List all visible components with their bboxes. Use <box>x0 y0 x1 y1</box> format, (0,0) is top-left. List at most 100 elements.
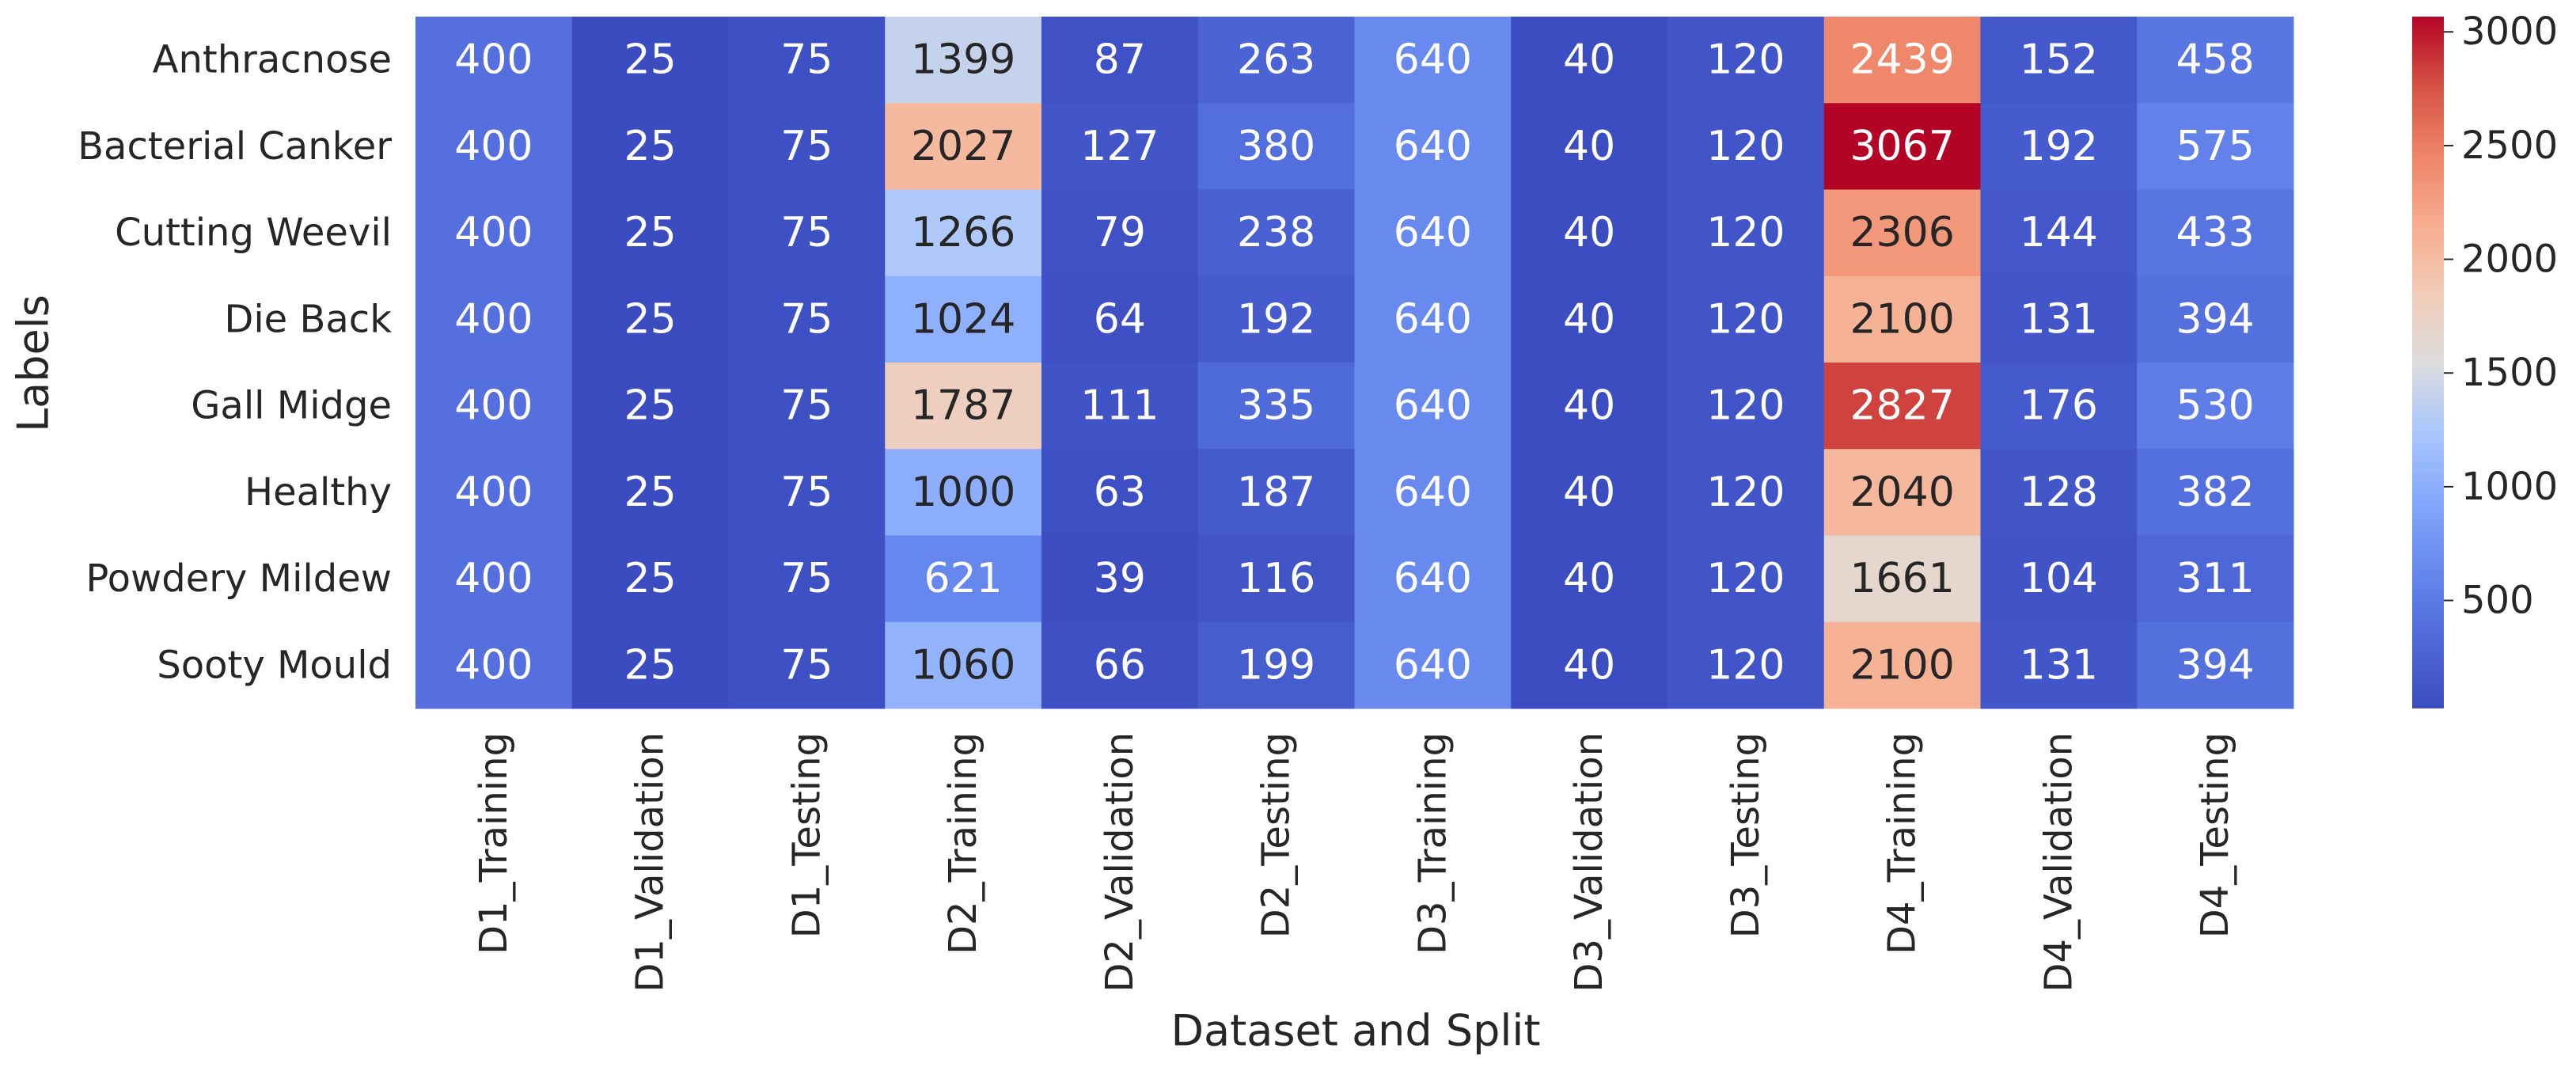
heatmap-cell <box>1667 363 1825 450</box>
cell-value: 400 <box>454 295 533 343</box>
colorbar-tick-label: 2500 <box>2461 123 2558 168</box>
heatmap-cell <box>1197 17 1355 104</box>
cell-value: 640 <box>1394 123 1472 170</box>
heatmap-cell <box>1041 535 1199 623</box>
colorbar-tick-label: 2000 <box>2461 237 2558 282</box>
cell-value: 394 <box>2176 295 2254 343</box>
heatmap-cell <box>728 449 886 536</box>
heatmap-cell <box>1980 535 2138 623</box>
cell-value: 40 <box>1563 555 1615 602</box>
x-axis-title: Dataset and Split <box>1170 1006 1540 1056</box>
cell-value: 63 <box>1094 469 1146 516</box>
cell-value: 382 <box>2176 469 2254 516</box>
heatmap-cell <box>1980 189 2138 277</box>
cell-value: 192 <box>2020 123 2098 170</box>
heatmap-cell <box>1511 275 1668 363</box>
heatmap-cell <box>1823 17 1981 104</box>
cell-value: 400 <box>454 209 533 256</box>
heatmap-cell <box>1511 17 1668 104</box>
cell-value: 127 <box>1080 123 1159 170</box>
cell-value: 116 <box>1237 555 1315 602</box>
heatmap-cell <box>1511 621 1668 709</box>
cell-value: 400 <box>454 469 533 516</box>
heatmap-cell <box>415 535 573 623</box>
heatmap-cell <box>728 535 886 623</box>
heatmap-cell <box>571 621 729 709</box>
heatmap-cell <box>1197 363 1355 450</box>
heatmap-cell <box>1980 621 2138 709</box>
heatmap-cell <box>1197 103 1355 190</box>
cell-value: 120 <box>1706 36 1785 84</box>
cell-value: 120 <box>1706 641 1785 689</box>
colorbar <box>2412 17 2444 708</box>
col-label: D1_Training <box>472 732 516 955</box>
heatmap-cell <box>1823 275 1981 363</box>
row-label: Gall Midge <box>191 384 392 428</box>
cell-value: 40 <box>1563 123 1615 170</box>
cell-value: 530 <box>2176 382 2254 430</box>
heatmap-cell <box>1667 17 1825 104</box>
row-label: Anthracnose <box>153 38 392 82</box>
cell-value: 640 <box>1394 295 1472 343</box>
heatmap-cell <box>1511 363 1668 450</box>
heatmap-cell <box>1980 275 2138 363</box>
heatmap-cell <box>1980 17 2138 104</box>
heatmap-cell <box>415 189 573 277</box>
cell-value: 120 <box>1706 469 1785 516</box>
colorbar-tick-label: 1000 <box>2461 465 2558 509</box>
cell-value: 25 <box>624 641 677 689</box>
cell-value: 75 <box>780 641 833 689</box>
heatmap-cell <box>1511 189 1668 277</box>
cell-value: 1661 <box>1849 555 1954 602</box>
cell-value: 40 <box>1563 36 1615 84</box>
cell-value: 120 <box>1706 209 1785 256</box>
cell-value: 2040 <box>1849 469 1954 516</box>
heatmap-cell <box>885 621 1042 709</box>
heatmap-cell <box>1980 363 2138 450</box>
cell-value: 400 <box>454 36 533 84</box>
heatmap-cell <box>2137 363 2294 450</box>
heatmap-cell <box>415 363 573 450</box>
heatmap-cell <box>2137 621 2294 709</box>
heatmap-cell <box>1354 17 1512 104</box>
cell-value: 120 <box>1706 555 1785 602</box>
heatmap-cell <box>728 363 886 450</box>
cell-value: 2439 <box>1849 36 1954 84</box>
cell-value: 104 <box>2020 555 2098 602</box>
heatmap-cell <box>571 449 729 536</box>
cell-value: 152 <box>2020 36 2098 84</box>
colorbar-tick-label: 3000 <box>2461 9 2558 54</box>
cell-value: 2100 <box>1849 295 1954 343</box>
col-label: D3_Validation <box>1567 732 1611 993</box>
cell-value: 1787 <box>911 382 1015 430</box>
row-label: Powdery Mildew <box>85 556 392 601</box>
cell-value: 199 <box>1237 641 1315 689</box>
heatmap-cell <box>415 275 573 363</box>
cell-value: 3067 <box>1849 123 1954 170</box>
col-label: D1_Testing <box>784 732 829 938</box>
cell-value: 380 <box>1237 123 1315 170</box>
col-label: D2_Testing <box>1254 732 1299 938</box>
cell-value: 640 <box>1394 36 1472 84</box>
colorbar-tick-label: 500 <box>2461 579 2534 623</box>
cell-value: 400 <box>454 123 533 170</box>
cell-value: 1060 <box>911 641 1015 689</box>
heatmap-cell <box>885 17 1042 104</box>
heatmap-cell <box>1197 449 1355 536</box>
heatmap-cell <box>2137 103 2294 190</box>
heatmap-cell <box>1354 363 1512 450</box>
heatmap-cell <box>728 275 886 363</box>
cell-value: 400 <box>454 641 533 689</box>
cell-value: 25 <box>624 382 677 430</box>
cell-value: 40 <box>1563 469 1615 516</box>
heatmap-cell <box>728 189 886 277</box>
cell-value: 1024 <box>911 295 1015 343</box>
heatmap-cell <box>1197 189 1355 277</box>
cell-value: 311 <box>2176 555 2254 602</box>
cell-value: 120 <box>1706 295 1785 343</box>
cell-value: 238 <box>1237 209 1315 256</box>
heatmap-cell <box>415 621 573 709</box>
row-label: Die Back <box>224 297 392 341</box>
cell-value: 25 <box>624 209 677 256</box>
